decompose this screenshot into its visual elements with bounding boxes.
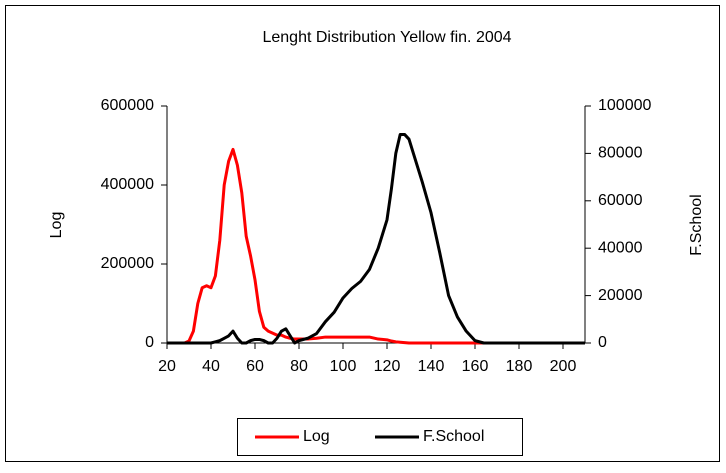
- x-tick-label: 20: [158, 358, 176, 375]
- x-tick-label: 200: [550, 358, 577, 375]
- x-tick-label: 120: [374, 358, 401, 375]
- y-tick-label: 400000: [101, 176, 154, 193]
- y2-axis-title: F.School: [688, 194, 705, 255]
- y2-tick-label: 60000: [598, 192, 643, 209]
- series-line: [167, 132, 585, 345]
- x-tick-label: 180: [506, 358, 533, 375]
- y-tick-label: 0: [145, 334, 154, 351]
- x-tick-label: 140: [418, 358, 445, 375]
- x-tick-label: 60: [246, 358, 264, 375]
- x-tick-label: 40: [202, 358, 220, 375]
- y2-tick-label: 40000: [598, 239, 643, 256]
- y2-tick-label: 80000: [598, 145, 643, 162]
- legend-label: Log: [303, 428, 330, 445]
- y-tick-label: 600000: [101, 97, 154, 114]
- y-tick-label: 200000: [101, 255, 154, 272]
- x-tick-label: 100: [330, 358, 357, 375]
- chart-border: [5, 5, 720, 462]
- y-axis-title: Log: [48, 212, 65, 239]
- x-tick-label: 160: [462, 358, 489, 375]
- x-tick-label: 80: [290, 358, 308, 375]
- y2-tick-label: 100000: [598, 97, 651, 114]
- legend-label: F.School: [423, 428, 484, 445]
- chart-title: Lenght Distribution Yellow fin. 2004: [262, 29, 511, 46]
- y2-tick-label: 20000: [598, 287, 643, 304]
- y2-tick-label: 0: [598, 334, 607, 351]
